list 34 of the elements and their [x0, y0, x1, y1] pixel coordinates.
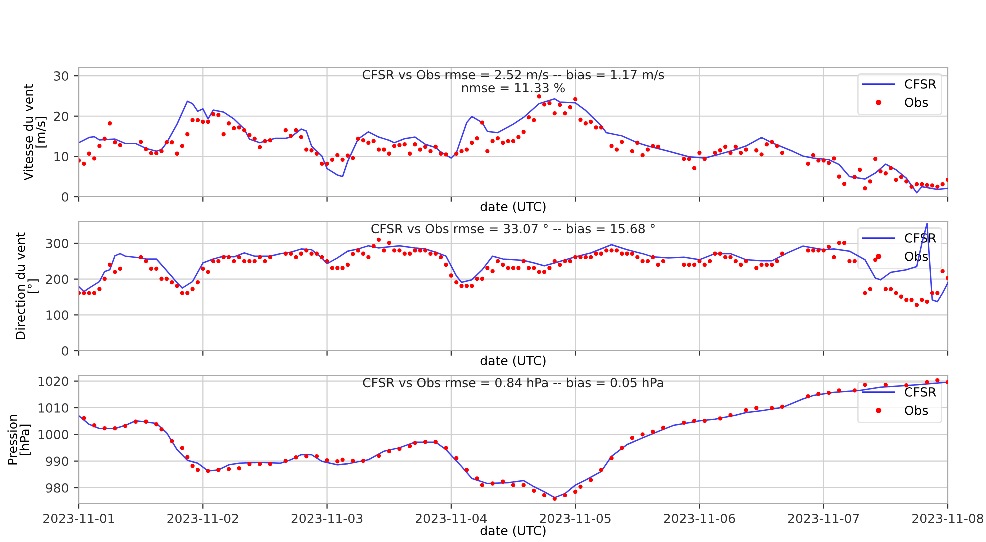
text: CFSR vs Obs rmse = 2.52 m/s -- bias = 1.17 m/s nmse = 11.33 %	[362, 70, 664, 93]
y-tick-label: 100	[46, 310, 68, 320]
x-tick-label: 2023-11-06	[664, 514, 736, 524]
x-axis-title: date (UTC)	[480, 526, 546, 537]
y-tick-label: 30	[54, 72, 68, 81]
y-tick-label: 1020	[38, 376, 68, 386]
x-tick-label: 2023-11-03	[292, 514, 363, 524]
legend-label: Obs	[905, 98, 928, 108]
y-tick-label: 1010	[38, 403, 68, 413]
x-tick-label: 2023-11-01	[44, 514, 114, 524]
y-tick-label: 980	[46, 483, 68, 493]
y-tick-label: 20	[54, 112, 68, 122]
y-tick-label: 200	[46, 274, 68, 284]
y-tick-label: 0	[62, 192, 68, 202]
chart-title: CFSR vs Obs rmse = 33.07 ° -- bias = 15.68 °	[372, 224, 655, 234]
legend-label: Obs	[905, 406, 928, 416]
x-tick-label: 2023-11-08	[912, 514, 984, 524]
legend-label: CFSR	[905, 387, 936, 397]
legend-label: CFSR	[905, 79, 936, 89]
x-axis-title: date (UTC)	[480, 356, 546, 368]
x-axis-title: date (UTC)	[480, 202, 546, 214]
y-tick-label: 0	[62, 346, 68, 356]
y-axis-title: Vitesse du vent [m/s]	[24, 84, 47, 181]
x-tick-label: 2023-11-05	[540, 514, 611, 524]
y-tick-label: 1000	[38, 430, 68, 440]
x-tick-label: 2023-11-07	[788, 514, 860, 524]
x-tick-label: 2023-11-02	[168, 514, 238, 524]
chart-title: CFSR vs Obs rmse = 0.84 hPa -- bias = 0.05 hPa	[363, 378, 664, 388]
y-axis-title: Direction du vent [°]	[16, 232, 39, 340]
x-tick-label: 2023-11-04	[416, 514, 488, 524]
y-axis-title: Pression [hPa]	[8, 415, 31, 465]
y-tick-label: 990	[46, 456, 68, 466]
y-tick-label: 300	[46, 238, 68, 248]
y-tick-label: 10	[54, 152, 68, 162]
